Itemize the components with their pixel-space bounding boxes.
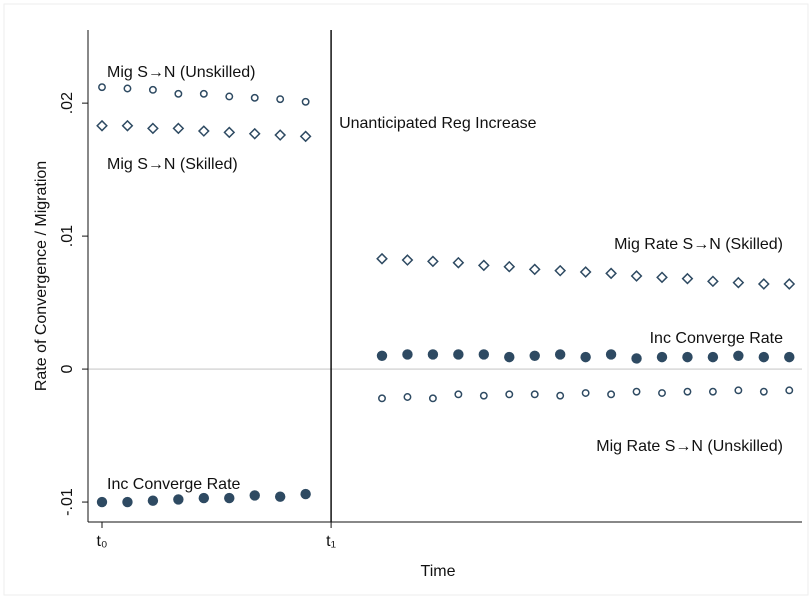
- point: [556, 391, 565, 400]
- point: [173, 494, 184, 505]
- point: [681, 272, 694, 285]
- point: [378, 394, 386, 403]
- point: [301, 97, 310, 106]
- y-tick-label: .02: [59, 92, 76, 114]
- point: [504, 351, 515, 363]
- point: [656, 351, 668, 363]
- point: [248, 127, 261, 140]
- point: [300, 488, 311, 500]
- point: [376, 252, 388, 265]
- point: [402, 349, 413, 360]
- point: [199, 89, 208, 98]
- point: [605, 349, 617, 360]
- point: [477, 259, 490, 272]
- x-tick-label: t₀: [96, 533, 107, 550]
- point: [734, 386, 743, 395]
- point: [274, 129, 287, 141]
- x-tick-label: t₁: [326, 533, 336, 550]
- point: [784, 351, 795, 363]
- y-tick-label: -.01: [59, 488, 76, 516]
- point: [249, 490, 260, 501]
- chart-frame: [3, 3, 809, 596]
- point: [707, 351, 719, 363]
- series-label: Mig Rate S→N (Skilled): [614, 236, 783, 253]
- y-tick-label: 0: [59, 365, 76, 374]
- point: [147, 122, 159, 135]
- point: [478, 349, 490, 360]
- point: [174, 89, 183, 98]
- series-label: Inc Converge Rate: [650, 330, 784, 347]
- point: [554, 349, 566, 360]
- point: [554, 264, 567, 277]
- point: [682, 351, 693, 363]
- point: [505, 390, 514, 399]
- point: [198, 492, 210, 504]
- point: [758, 351, 770, 363]
- point: [732, 276, 745, 289]
- point: [401, 254, 414, 266]
- point: [757, 278, 770, 290]
- point: [427, 349, 439, 360]
- point: [427, 255, 439, 268]
- point: [453, 349, 464, 360]
- series-label: Inc Converge Rate: [107, 476, 241, 493]
- point: [581, 389, 590, 397]
- point: [98, 83, 106, 92]
- point: [580, 351, 591, 363]
- point: [452, 256, 465, 269]
- y-tick-label: .01: [59, 225, 76, 247]
- point: [96, 119, 108, 132]
- point: [147, 495, 159, 506]
- point: [428, 394, 437, 403]
- point: [683, 387, 692, 396]
- point: [148, 85, 157, 94]
- y-axis-label: Rate of Convergence / Migration: [33, 161, 50, 391]
- point: [528, 263, 541, 276]
- point: [630, 270, 643, 282]
- series-label: Mig S→N (Skilled): [107, 156, 238, 173]
- point: [503, 260, 516, 273]
- point: [274, 491, 286, 502]
- point: [530, 390, 539, 399]
- point: [759, 387, 768, 396]
- point: [579, 266, 592, 278]
- point: [276, 95, 285, 104]
- point: [707, 275, 719, 288]
- point: [607, 390, 616, 399]
- series-label: Mig Rate S→N (Unskilled): [596, 438, 783, 455]
- point: [454, 390, 463, 399]
- point: [224, 492, 235, 504]
- point: [529, 350, 540, 361]
- point: [299, 130, 312, 143]
- point: [479, 391, 488, 400]
- point: [250, 93, 259, 102]
- point: [658, 389, 666, 397]
- point: [197, 125, 210, 137]
- point: [631, 353, 642, 364]
- point: [632, 387, 641, 396]
- point: [225, 92, 234, 101]
- point: [223, 126, 236, 139]
- point: [605, 267, 617, 280]
- point: [708, 387, 717, 396]
- point: [123, 84, 132, 93]
- series-label: Mig S→N (Unskilled): [107, 64, 255, 81]
- point: [172, 122, 185, 135]
- point: [656, 271, 668, 284]
- point: [96, 496, 108, 508]
- point: [785, 386, 794, 395]
- point: [783, 278, 796, 290]
- event-label: Unanticipated Reg Increase: [339, 115, 537, 132]
- point: [403, 393, 412, 401]
- point: [376, 350, 388, 361]
- point: [122, 496, 133, 508]
- point: [733, 350, 744, 361]
- x-axis-label: Time: [421, 563, 456, 580]
- point: [121, 119, 134, 132]
